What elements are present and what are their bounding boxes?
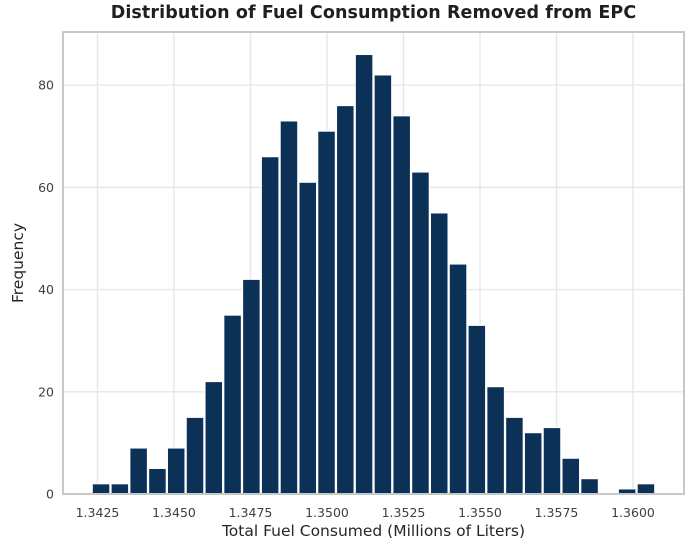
- x-tick-label: 1.3500: [305, 505, 349, 520]
- histogram-bar: [335, 105, 355, 495]
- histogram-bar: [467, 324, 487, 495]
- histogram-bar: [448, 263, 468, 495]
- histogram-bar: [411, 171, 430, 495]
- y-tick-label: 60: [38, 180, 54, 195]
- y-axis-label: Frequency: [9, 222, 27, 304]
- histogram-bar: [523, 432, 543, 495]
- x-tick-label: 1.3550: [458, 505, 502, 520]
- histogram-bar: [486, 386, 505, 495]
- y-tick-label: 20: [38, 384, 54, 399]
- histogram-bar: [505, 416, 524, 495]
- histogram-bar: [298, 181, 318, 495]
- y-tick-label: 0: [46, 487, 54, 502]
- chart-title: Distribution of Fuel Consumption Removed…: [110, 3, 637, 23]
- histogram-bar: [373, 74, 393, 495]
- axes-spines: [62, 31, 685, 495]
- histogram-bar: [542, 427, 562, 495]
- x-tick-label: 1.3450: [152, 505, 196, 520]
- histogram-bar: [279, 120, 299, 495]
- histogram-bar: [166, 447, 186, 495]
- histogram-bar: [223, 314, 242, 495]
- histogram-bar: [561, 457, 581, 495]
- histogram-bar: [110, 483, 130, 495]
- x-tick-label: 1.3475: [229, 505, 273, 520]
- histogram-bar: [580, 478, 599, 495]
- histogram-bar: [317, 130, 336, 495]
- x-axis-label: Total Fuel Consumed (Millions of Liters): [221, 522, 526, 540]
- histogram-bar: [204, 381, 224, 495]
- y-tick-label: 80: [38, 78, 54, 93]
- axes-background: [63, 32, 684, 494]
- histogram-bar: [429, 212, 449, 495]
- histogram-bar: [129, 447, 148, 495]
- x-tick-label: 1.3525: [382, 505, 426, 520]
- histogram-bar: [354, 53, 374, 495]
- histogram-bar: [242, 278, 261, 495]
- y-tick-label: 40: [38, 282, 54, 297]
- histogram-bar: [148, 467, 167, 495]
- x-tick-label: 1.3600: [611, 505, 655, 520]
- x-tick-label: 1.3575: [535, 505, 579, 520]
- histogram-bar: [636, 483, 656, 495]
- histogram-bar: [392, 115, 412, 495]
- histogram-bar: [260, 156, 280, 495]
- x-tick-label: 1.3425: [76, 505, 120, 520]
- histogram-bar: [91, 483, 111, 495]
- histogram-bar: [185, 416, 205, 495]
